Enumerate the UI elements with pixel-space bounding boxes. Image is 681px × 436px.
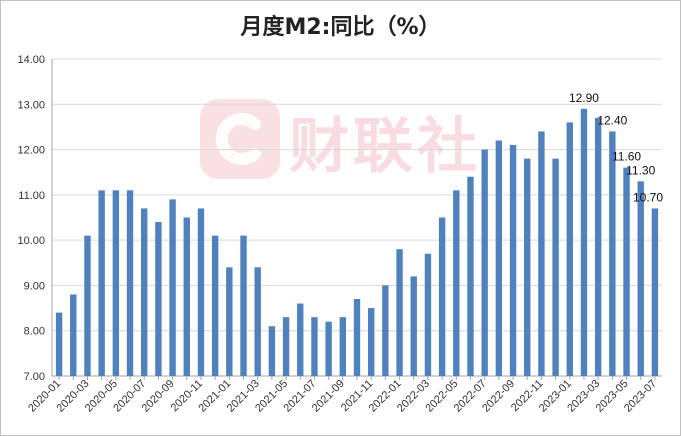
- bar: [453, 190, 460, 376]
- bar: [226, 267, 233, 376]
- bar: [70, 294, 77, 376]
- bar: [609, 131, 616, 376]
- bar: [84, 235, 91, 376]
- y-tick-label: 11.00: [18, 190, 45, 202]
- y-tick-label: 10.00: [17, 235, 45, 247]
- chart-title: 月度M2:同比（%）: [240, 15, 441, 40]
- bar: [481, 149, 488, 376]
- bar: [325, 321, 332, 376]
- data-label: 10.70: [633, 190, 663, 204]
- bar: [623, 167, 630, 376]
- bar: [112, 190, 120, 376]
- bar: [566, 122, 573, 377]
- bar: [240, 235, 247, 376]
- bar: [552, 158, 559, 376]
- y-tick-label: 9.00: [24, 280, 45, 292]
- bar: [183, 217, 190, 376]
- bar: [297, 303, 304, 376]
- bar: [268, 326, 276, 376]
- bar: [637, 181, 644, 376]
- bar: [382, 285, 389, 376]
- data-label: 12.40: [597, 113, 627, 127]
- y-tick-label: 13.00: [17, 99, 45, 111]
- bar: [254, 267, 261, 376]
- bar: [524, 158, 531, 376]
- bar: [509, 145, 517, 376]
- bar: [424, 253, 432, 376]
- bar: [396, 249, 403, 376]
- y-tick-label: 7.00: [24, 371, 45, 383]
- bar: [169, 199, 176, 376]
- bar: [594, 117, 602, 376]
- watermark-c-icon: [200, 99, 280, 179]
- bar: [438, 217, 446, 376]
- bar: [651, 208, 659, 376]
- bar: [495, 140, 503, 376]
- bar: [126, 190, 134, 376]
- bar: [311, 317, 318, 376]
- watermark-text: 财联社: [289, 112, 481, 182]
- bar: [467, 176, 474, 376]
- data-label: 11.30: [626, 163, 655, 177]
- data-label: 12.90: [569, 91, 599, 105]
- bar: [211, 235, 219, 376]
- bar: [155, 222, 162, 376]
- bar: [410, 276, 417, 376]
- y-tick-label: 8.00: [24, 326, 45, 338]
- y-tick-label: 12.00: [17, 145, 45, 157]
- bar: [538, 131, 545, 376]
- y-tick-label: 14.00: [17, 54, 45, 66]
- bar: [197, 208, 205, 376]
- bar: [98, 190, 105, 376]
- bar: [580, 108, 588, 377]
- bar: [353, 299, 361, 376]
- bar: [339, 317, 347, 376]
- data-label: 11.60: [612, 150, 641, 164]
- watermark-logo: 财联社: [197, 96, 512, 182]
- bar: [367, 308, 375, 376]
- bar: [55, 312, 63, 376]
- bar: [141, 208, 148, 376]
- bar: [282, 317, 290, 376]
